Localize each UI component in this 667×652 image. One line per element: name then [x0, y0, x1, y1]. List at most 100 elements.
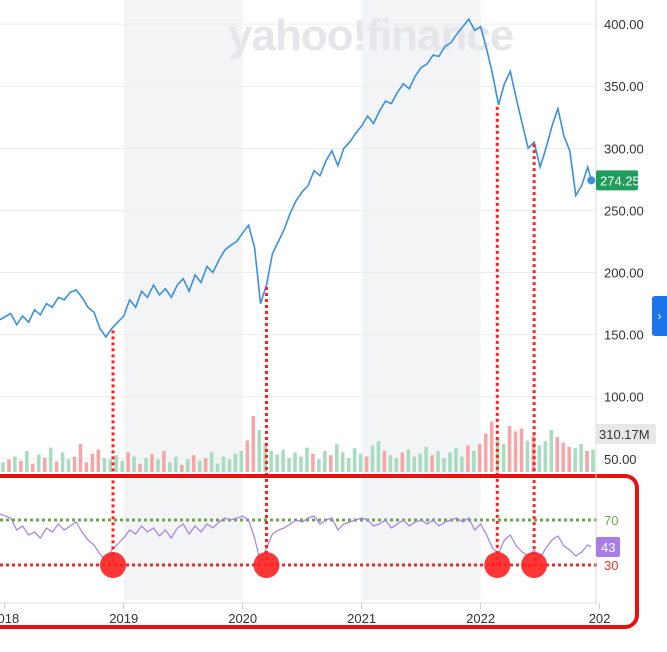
volume-bar	[311, 453, 315, 472]
volume-bar	[585, 451, 589, 472]
volume-bar	[424, 446, 428, 472]
volume-bar	[168, 462, 172, 472]
rsi-level-label: 30	[604, 558, 618, 573]
volume-bar	[489, 421, 494, 472]
y-tick-label: 150.00	[604, 328, 644, 343]
volume-bar	[36, 454, 41, 472]
annotation-marker-circle-0	[100, 552, 127, 578]
volume-bar	[448, 452, 452, 472]
volume-bar	[78, 444, 83, 472]
expand-panel-tab[interactable]: ›	[652, 296, 667, 336]
volume-bar	[233, 453, 238, 472]
volume-bar	[305, 447, 309, 472]
price-series-line	[0, 17, 592, 339]
volume-bar	[7, 459, 11, 472]
volume-bar	[281, 449, 285, 472]
volume-bar	[54, 461, 59, 472]
volume-bar	[1, 462, 5, 472]
volume-bar	[376, 441, 381, 472]
volume-bar	[209, 452, 214, 472]
rsi-level-label: 70	[604, 513, 618, 528]
volume-bar	[472, 451, 476, 472]
volume-bar	[299, 456, 303, 472]
x-tick-label: 2021	[347, 611, 376, 626]
y-tick-label: 400.00	[604, 17, 644, 32]
rsi-badge	[596, 537, 620, 557]
volume-bar	[239, 451, 244, 472]
x-tick-label: 202	[589, 611, 611, 626]
volume-bar	[501, 444, 506, 472]
volume-bar	[531, 435, 536, 472]
volume-bar	[60, 452, 65, 472]
volume-bar	[245, 440, 250, 472]
volume-bar	[138, 463, 142, 472]
volume-bar	[120, 460, 124, 472]
volume-bar	[269, 451, 273, 472]
volume-bar	[257, 430, 262, 472]
volume-bar	[466, 445, 470, 472]
volume-bar	[400, 452, 405, 472]
volume-bar	[561, 442, 566, 472]
volume-bar	[573, 448, 577, 472]
volume-bar	[144, 458, 148, 472]
volume-bar	[430, 455, 434, 472]
volume-bar	[519, 428, 524, 472]
volume-bar	[84, 462, 89, 472]
volume-bar	[287, 458, 291, 472]
volume-bar	[317, 459, 321, 472]
volume-bar	[179, 465, 184, 472]
y-tick-label: 250.00	[604, 203, 644, 218]
volume-bar	[454, 448, 458, 472]
volume-bar	[13, 456, 17, 472]
volume-bar	[90, 453, 95, 472]
volume-bar	[340, 452, 345, 472]
volume-bar	[96, 449, 101, 472]
volume-bar	[323, 451, 327, 472]
annotation-marker-circle-3	[521, 552, 548, 578]
volume-bar	[203, 458, 208, 472]
volume-bar	[549, 430, 554, 472]
last-price-dot	[587, 176, 596, 185]
annotation-markers	[100, 106, 548, 578]
last-price-label: 274.25	[600, 173, 640, 188]
shaded-year-band-0	[123, 0, 243, 600]
last-price-badge	[596, 170, 638, 191]
volume-bar	[394, 458, 399, 472]
chevron-right-icon: ›	[657, 309, 662, 323]
volume-bar	[334, 444, 339, 472]
volume-bar	[162, 451, 166, 472]
volume-bar	[507, 425, 512, 472]
volume-bar	[72, 456, 77, 472]
volume-bar	[48, 447, 53, 472]
volume-bar	[215, 463, 220, 472]
grid-lines	[0, 23, 596, 460]
volume-bar	[352, 448, 357, 472]
volume-bar	[25, 451, 29, 472]
y-axis: 400.00 350.00 300.00 250.00 200.00 150.00 100.…	[595, 0, 644, 605]
volume-bar	[477, 444, 482, 472]
volume-bar	[543, 441, 548, 472]
volume-badge	[596, 424, 656, 444]
x-axis: 2018 2019 2020 2021 2022 202	[0, 602, 611, 626]
y-tick-label: 300.00	[604, 141, 644, 156]
volume-bar	[227, 459, 232, 472]
volume-bar	[30, 463, 35, 472]
volume-bar	[114, 455, 119, 472]
volume-bar	[418, 453, 422, 472]
y-tick-label: 50.00	[604, 452, 637, 467]
y-tick-label: 200.00	[604, 266, 644, 281]
x-tick-label: 2018	[0, 611, 19, 626]
annotation-marker-circle-1	[253, 552, 280, 578]
volume-bar	[370, 445, 375, 472]
volume-bar	[174, 456, 178, 472]
annotation-marker-circle-2	[484, 552, 511, 578]
x-tick-label: 2020	[228, 611, 257, 626]
volume-bar	[126, 452, 130, 472]
volume-bar	[66, 459, 71, 472]
rsi-label: 43	[601, 540, 615, 555]
volume-bar	[442, 458, 446, 472]
volume-bar	[525, 440, 530, 472]
year-shading	[123, 0, 481, 600]
x-tick-label: 2019	[109, 611, 138, 626]
